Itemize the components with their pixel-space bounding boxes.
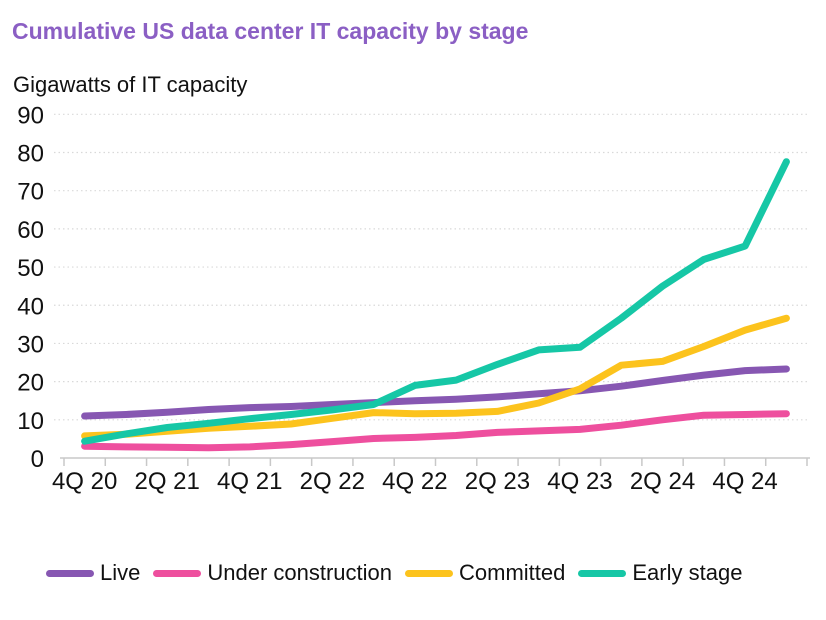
y-tick-label: 30 <box>17 331 44 358</box>
x-tick-label: 4Q 21 <box>217 468 282 495</box>
x-tick-label: 2Q 23 <box>465 468 530 495</box>
line-chart: 0 10 20 30 40 50 60 70 80 90 4Q 20 2Q 21 4Q 21 2Q 22 4… <box>17 102 810 495</box>
legend-item-live: Live <box>46 560 140 586</box>
legend-label: Committed <box>459 560 566 585</box>
legend-item-committed: Committed <box>405 560 565 586</box>
legend-label: Live <box>100 560 141 585</box>
x-tick-label: 4Q 24 <box>712 468 777 495</box>
legend-item-early-stage: Early stage <box>578 560 742 586</box>
x-tick-label: 4Q 22 <box>382 468 447 495</box>
chart-title: Cumulative US data center IT capacity by… <box>12 18 529 44</box>
y-tick-label: 50 <box>17 255 44 282</box>
legend-swatch-early-stage <box>578 569 627 577</box>
series-line-under-construction <box>81 410 790 452</box>
x-tick-label: 2Q 24 <box>630 468 695 495</box>
y-axis-unit-label: Gigawatts of IT capacity <box>13 72 248 97</box>
y-tick-label: 0 <box>31 446 44 473</box>
y-tick-label: 10 <box>17 408 44 435</box>
y-tick-label: 40 <box>17 293 44 320</box>
legend-swatch-live <box>46 569 94 577</box>
y-tick-label: 80 <box>17 141 44 168</box>
x-tick-label: 2Q 21 <box>134 468 199 495</box>
x-tick-label: 4Q 23 <box>547 468 612 495</box>
legend-item-under-construction: Under construction <box>153 560 392 586</box>
y-tick-label: 60 <box>17 217 44 244</box>
series-line-live <box>81 365 790 420</box>
legend-swatch-under-construction <box>153 569 202 577</box>
x-tick-label: 2Q 22 <box>300 468 365 495</box>
legend-label: Under construction <box>207 560 393 585</box>
series-line-early-stage <box>81 158 790 445</box>
y-tick-label: 90 <box>17 102 44 129</box>
legend: Live Under construction Committed Early sta… <box>46 560 742 586</box>
legend-label: Early stage <box>632 560 743 585</box>
y-tick-label: 70 <box>17 179 44 206</box>
x-tick-label: 4Q 20 <box>52 468 117 495</box>
y-tick-label: 20 <box>17 370 44 397</box>
legend-swatch-committed <box>405 569 454 577</box>
series-line-committed <box>81 314 790 440</box>
